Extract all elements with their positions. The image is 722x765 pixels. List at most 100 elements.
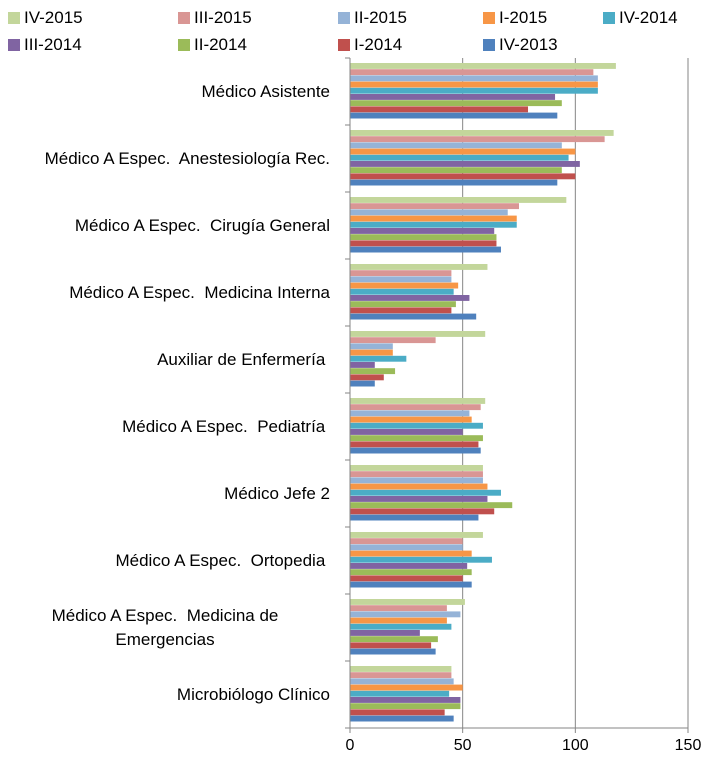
legend-item: I-2014 xyxy=(338,34,402,56)
bar xyxy=(350,422,483,429)
legend-item: IV-2014 xyxy=(603,7,678,29)
x-tick-label: 150 xyxy=(675,737,702,754)
bar xyxy=(350,538,463,545)
bar xyxy=(350,532,483,538)
bar xyxy=(350,112,558,119)
category-label: Médico A Espec. Anestesiología Rec. xyxy=(0,129,330,189)
legend-swatch xyxy=(338,39,350,51)
bar xyxy=(350,349,393,356)
legend-label: IV-2013 xyxy=(499,35,558,54)
category-label: Médico Jefe 2 xyxy=(0,464,330,524)
bar xyxy=(350,355,407,362)
bar xyxy=(350,246,501,253)
legend-swatch xyxy=(338,12,350,24)
bar xyxy=(350,435,483,442)
bar xyxy=(350,550,472,557)
bar xyxy=(350,514,479,521)
legend-swatch xyxy=(178,39,190,51)
bar xyxy=(350,416,472,423)
bar xyxy=(350,429,463,435)
bar xyxy=(350,234,497,241)
legend-label: III-2015 xyxy=(194,8,252,27)
bar xyxy=(350,288,454,295)
y-tick-label: Médico A Espec. Anestesiología Rec. xyxy=(44,148,330,168)
legend-swatch xyxy=(178,12,190,24)
legend-label: II-2014 xyxy=(194,35,247,54)
bar xyxy=(350,684,463,691)
legend-item: III-2015 xyxy=(178,7,252,29)
bar xyxy=(350,154,569,161)
bar xyxy=(350,483,488,490)
legend-item: II-2014 xyxy=(178,34,247,56)
bar xyxy=(350,410,470,417)
bar xyxy=(350,623,452,630)
bar xyxy=(350,69,594,76)
legend-label: III-2014 xyxy=(24,35,82,54)
y-tick-label: Médico A Espec. Medicina Interna xyxy=(69,282,330,302)
bar xyxy=(350,63,616,69)
bar xyxy=(350,295,470,301)
bar xyxy=(350,502,513,509)
bar xyxy=(350,337,436,344)
bar xyxy=(350,508,495,515)
bar xyxy=(350,666,452,672)
bar xyxy=(350,636,438,643)
bar xyxy=(350,690,450,697)
bar xyxy=(350,136,605,143)
bar xyxy=(350,209,508,216)
bar xyxy=(350,100,562,107)
x-tick-label: 0 xyxy=(346,737,355,754)
bar xyxy=(350,617,447,624)
bar xyxy=(350,496,488,502)
bar xyxy=(350,447,481,454)
category-label: Auxiliar de Enfermería xyxy=(0,330,330,390)
bar xyxy=(350,374,384,381)
bar xyxy=(350,569,472,576)
legend-item: I-2015 xyxy=(483,7,547,29)
y-tick-label: Microbiólogo Clínico xyxy=(176,684,330,704)
y-tick-label: Médico A Espec. Cirugía General xyxy=(74,215,330,235)
bar xyxy=(350,581,472,588)
legend-swatch xyxy=(603,12,615,24)
bar xyxy=(350,94,556,100)
bar xyxy=(350,648,436,655)
category-label: Médico A Espec. Medicina de Emergencias xyxy=(0,598,330,658)
legend-item: III-2014 xyxy=(8,34,82,56)
bar xyxy=(350,197,567,203)
bar xyxy=(350,276,452,283)
bar xyxy=(350,203,519,210)
x-tick-label: 100 xyxy=(562,737,589,754)
legend-item: IV-2015 xyxy=(8,7,83,29)
y-tick-label: Médico Jefe 2 xyxy=(224,483,330,503)
y-tick-label: Médico A Espec. Ortopedia xyxy=(115,550,330,570)
bar xyxy=(350,106,529,113)
legend-label: II-2015 xyxy=(354,8,407,27)
bar xyxy=(350,477,483,484)
bar xyxy=(350,228,495,234)
legend-label: I-2014 xyxy=(354,35,403,54)
bar xyxy=(350,179,558,186)
bar xyxy=(350,605,447,612)
category-label: Médico Asistente xyxy=(0,62,330,122)
bar xyxy=(350,142,562,149)
y-tick-label: Médico A Espec. Pediatría xyxy=(122,416,330,436)
bar xyxy=(350,544,463,551)
bar xyxy=(350,173,576,180)
legend-label: IV-2014 xyxy=(619,8,678,27)
bar xyxy=(350,240,497,247)
category-label: Médico A Espec. Pediatría xyxy=(0,397,330,457)
bar xyxy=(350,465,483,471)
bar xyxy=(350,282,459,289)
bar xyxy=(350,362,375,368)
bar xyxy=(350,575,463,582)
bar xyxy=(350,87,598,94)
legend-swatch xyxy=(8,39,20,51)
bar xyxy=(350,611,461,618)
legend-label: I-2015 xyxy=(499,8,548,27)
category-label: Médico A Espec. Cirugía General xyxy=(0,196,330,256)
bar xyxy=(350,697,461,703)
bar xyxy=(350,380,375,387)
category-label: Médico A Espec. Medicina Interna xyxy=(0,263,330,323)
legend-label: IV-2015 xyxy=(24,8,83,27)
